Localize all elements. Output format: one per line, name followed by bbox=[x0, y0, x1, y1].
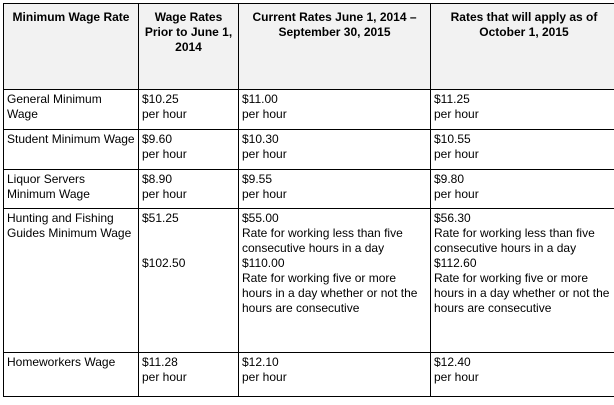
rate-amount: $10.30 bbox=[242, 132, 279, 146]
rate-amount: $10.55 bbox=[434, 132, 471, 146]
rate-amount-long-shift: $112.60 bbox=[434, 256, 477, 270]
rate-description-short-shift: Rate for working less than five consecut… bbox=[434, 226, 595, 255]
prior-rate-cell: $8.90 per hour bbox=[138, 169, 239, 209]
table-row: Student Minimum Wage $9.60 per hour $10.… bbox=[3, 129, 614, 170]
header-future-rates: Rates that will apply as of October 1, 2… bbox=[430, 3, 614, 90]
category-label: Hunting and Fishing Guides Minimum Wage bbox=[7, 211, 132, 240]
rate-amount: $10.25 bbox=[142, 92, 179, 106]
category-cell: Liquor Servers Minimum Wage bbox=[3, 169, 139, 209]
spacer bbox=[142, 226, 235, 241]
rate-unit: per hour bbox=[434, 370, 479, 384]
category-label: Liquor Servers Minimum Wage bbox=[7, 172, 90, 201]
header-row: Minimum Wage Rate Wage Rates Prior to Ju… bbox=[3, 3, 614, 90]
rate-amount: $9.55 bbox=[242, 172, 273, 186]
rate-amount: $11.28 bbox=[142, 355, 178, 369]
rate-amount: $9.80 bbox=[434, 172, 465, 186]
future-rate-cell: $10.55 per hour bbox=[430, 129, 614, 170]
rate-amount: $12.10 bbox=[242, 355, 279, 369]
future-rate-cell: $9.80 per hour bbox=[430, 169, 614, 209]
rate-unit: per hour bbox=[242, 147, 287, 161]
table-body: General Minimum Wage $10.25 per hour $11… bbox=[3, 89, 614, 397]
rate-amount: $8.90 bbox=[142, 172, 173, 186]
rate-amount: $11.25 bbox=[434, 92, 470, 106]
category-cell: Hunting and Fishing Guides Minimum Wage bbox=[3, 208, 139, 353]
rate-unit: per hour bbox=[434, 187, 479, 201]
prior-rate-cell: $9.60 per hour bbox=[138, 129, 239, 170]
rate-unit: per hour bbox=[242, 187, 287, 201]
category-cell: General Minimum Wage bbox=[3, 89, 139, 130]
rate-unit: per hour bbox=[142, 187, 187, 201]
rate-amount-short-shift: $51.25 bbox=[142, 211, 179, 225]
rate-unit: per hour bbox=[142, 147, 187, 161]
rate-description-long-shift: Rate for working five or more hours in a… bbox=[434, 271, 610, 315]
category-label: General Minimum Wage bbox=[7, 92, 102, 121]
header-minimum-wage-rate: Minimum Wage Rate bbox=[3, 3, 139, 90]
rate-unit: per hour bbox=[142, 370, 187, 384]
rate-description-long-shift: Rate for working five or more hours in a… bbox=[242, 271, 418, 315]
current-rate-cell: $10.30 per hour bbox=[238, 129, 431, 170]
rate-unit: per hour bbox=[242, 370, 287, 384]
rate-description-short-shift: Rate for working less than five consecut… bbox=[242, 226, 403, 255]
rate-amount: $11.00 bbox=[242, 92, 278, 106]
rate-unit: per hour bbox=[242, 107, 287, 121]
category-cell: Student Minimum Wage bbox=[3, 129, 139, 170]
rate-amount-long-shift: $102.50 bbox=[142, 256, 186, 270]
rate-amount: $12.40 bbox=[434, 355, 471, 369]
future-rate-cell: $12.40 per hour bbox=[430, 352, 614, 397]
spacer bbox=[142, 241, 235, 256]
header-current-rates: Current Rates June 1, 2014 – September 3… bbox=[238, 3, 431, 90]
category-cell: Homeworkers Wage bbox=[3, 352, 139, 397]
prior-rate-cell: $11.28 per hour bbox=[138, 352, 239, 397]
current-rate-cell: $12.10 per hour bbox=[238, 352, 431, 397]
rate-unit: per hour bbox=[142, 107, 187, 121]
table-row: Hunting and Fishing Guides Minimum Wage … bbox=[3, 208, 614, 353]
category-label: Homeworkers Wage bbox=[7, 355, 116, 369]
future-rate-cell: $56.30 Rate for working less than five c… bbox=[430, 208, 614, 353]
current-rate-cell: $9.55 per hour bbox=[238, 169, 431, 209]
current-rate-cell: $55.00 Rate for working less than five c… bbox=[238, 208, 431, 353]
table-row: General Minimum Wage $10.25 per hour $11… bbox=[3, 89, 614, 130]
prior-rate-cell: $10.25 per hour bbox=[138, 89, 239, 130]
table-row: Homeworkers Wage $11.28 per hour $12.10 … bbox=[3, 352, 614, 397]
rate-unit: per hour bbox=[434, 147, 479, 161]
rate-amount-short-shift: $56.30 bbox=[434, 211, 471, 225]
rate-amount: $9.60 bbox=[142, 132, 173, 146]
rate-unit: per hour bbox=[434, 107, 479, 121]
header-prior-rates: Wage Rates Prior to June 1, 2014 bbox=[138, 3, 239, 90]
rate-amount-short-shift: $55.00 bbox=[242, 211, 279, 225]
rate-amount-long-shift: $110.00 bbox=[242, 256, 285, 270]
table-row: Liquor Servers Minimum Wage $8.90 per ho… bbox=[3, 169, 614, 209]
prior-rate-cell: $51.25 $102.50 bbox=[138, 208, 239, 353]
table-header: Minimum Wage Rate Wage Rates Prior to Ju… bbox=[3, 3, 614, 90]
category-label: Student Minimum Wage bbox=[7, 132, 135, 146]
minimum-wage-table: Minimum Wage Rate Wage Rates Prior to Ju… bbox=[3, 3, 614, 397]
current-rate-cell: $11.00 per hour bbox=[238, 89, 431, 130]
future-rate-cell: $11.25 per hour bbox=[430, 89, 614, 130]
